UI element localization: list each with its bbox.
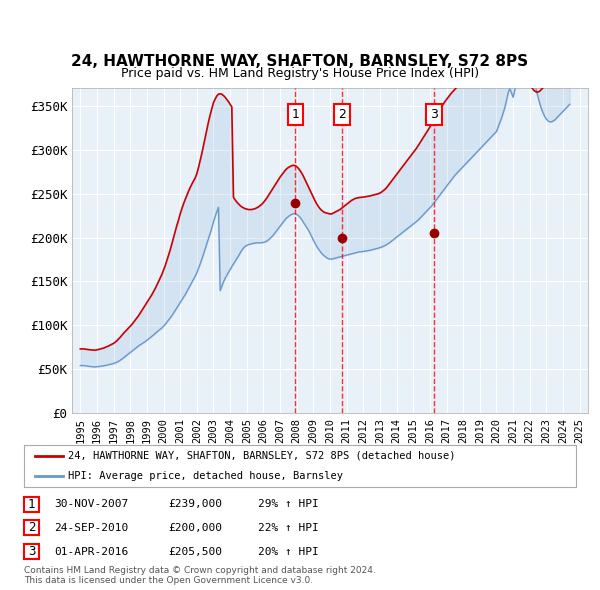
Text: 29% ↑ HPI: 29% ↑ HPI [258,500,319,509]
Text: 22% ↑ HPI: 22% ↑ HPI [258,523,319,533]
Text: 20% ↑ HPI: 20% ↑ HPI [258,547,319,556]
Text: 1: 1 [292,108,299,121]
Text: 2: 2 [28,521,35,535]
Text: 01-APR-2016: 01-APR-2016 [54,547,128,556]
Text: £239,000: £239,000 [168,500,222,509]
Text: 3: 3 [28,545,35,558]
Text: 2: 2 [338,108,346,121]
Text: £205,500: £205,500 [168,547,222,556]
Text: 24, HAWTHORNE WAY, SHAFTON, BARNSLEY, S72 8PS: 24, HAWTHORNE WAY, SHAFTON, BARNSLEY, S7… [71,54,529,70]
Text: HPI: Average price, detached house, Barnsley: HPI: Average price, detached house, Barn… [68,471,343,481]
Text: 24-SEP-2010: 24-SEP-2010 [54,523,128,533]
Text: 1: 1 [28,497,35,511]
Text: £200,000: £200,000 [168,523,222,533]
Text: 30-NOV-2007: 30-NOV-2007 [54,500,128,509]
Text: 3: 3 [430,108,438,121]
Text: Price paid vs. HM Land Registry's House Price Index (HPI): Price paid vs. HM Land Registry's House … [121,67,479,80]
Text: 24, HAWTHORNE WAY, SHAFTON, BARNSLEY, S72 8PS (detached house): 24, HAWTHORNE WAY, SHAFTON, BARNSLEY, S7… [68,451,455,461]
Text: Contains HM Land Registry data © Crown copyright and database right 2024.
This d: Contains HM Land Registry data © Crown c… [24,566,376,585]
